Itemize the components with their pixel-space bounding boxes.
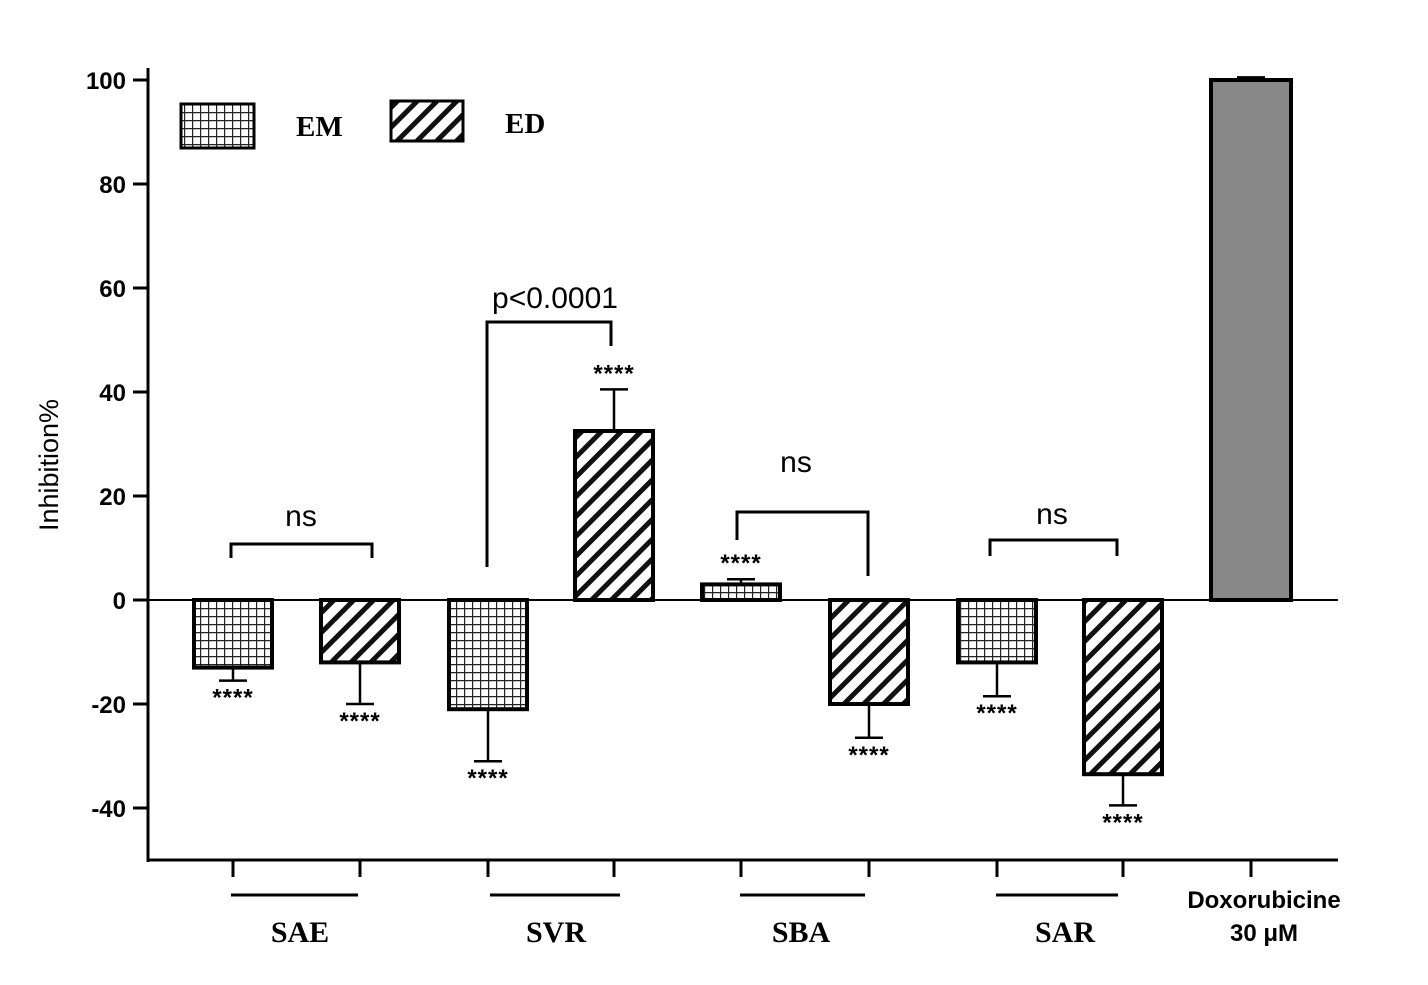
y-tick-label: 40 (99, 380, 126, 407)
bar-em (447, 598, 529, 712)
control-label-line1: Doxorubicine (1187, 887, 1340, 914)
comparison-bracket (485, 320, 613, 567)
significance-stars: **** (1102, 809, 1143, 836)
bar-em (700, 582, 782, 603)
comparison-brackets: ns p<0.0001 ns ns (229, 282, 1119, 576)
bars: **** **** **** **** **** **** **** **** (192, 76, 1293, 836)
y-ticks: 100 80 60 40 20 0 -20 -40 (86, 68, 148, 823)
x-axis-groups: SAE SVR SBA SAR (231, 860, 1253, 949)
bar-em (192, 598, 274, 670)
legend-swatch-em (179, 102, 256, 150)
bar-ed (319, 598, 401, 665)
significance-stars: **** (593, 360, 634, 387)
legend-label-em: EM (296, 111, 343, 143)
bar-ed (1082, 598, 1164, 777)
y-tick-label: 0 (113, 588, 126, 615)
significance-stars: **** (339, 708, 380, 735)
y-tick-label: -40 (91, 796, 126, 823)
legend-label-ed: ED (505, 108, 545, 140)
bar-em (956, 598, 1038, 665)
significance-stars: **** (976, 700, 1017, 727)
comparison-label: p<0.0001 (492, 282, 618, 315)
y-tick-label: -20 (91, 692, 126, 719)
comparison-label: ns (285, 500, 317, 533)
legend: EM ED (179, 99, 545, 150)
bar-ed (828, 598, 910, 706)
group-label: SVR (526, 916, 586, 949)
group-label: SAR (1035, 916, 1095, 949)
legend-swatch-ed (389, 99, 465, 143)
significance-stars: **** (212, 685, 253, 712)
significance-stars: **** (848, 742, 889, 769)
group-label: SBA (772, 916, 831, 949)
y-tick-label: 100 (86, 68, 126, 95)
comparison-label: ns (780, 446, 812, 479)
comparison-bracket (735, 510, 870, 576)
comparison-bracket (229, 542, 374, 558)
bar-control (1209, 78, 1293, 602)
y-tick-label: 60 (99, 276, 126, 303)
y-axis-title: Inhibition% (34, 399, 64, 531)
significance-stars: **** (467, 765, 508, 792)
y-tick-label: 80 (99, 172, 126, 199)
control-label-line2: 30 μM (1230, 920, 1298, 947)
y-tick-label: 20 (99, 484, 126, 511)
significance-stars: **** (720, 550, 761, 577)
comparison-bracket (988, 538, 1119, 556)
group-label: SAE (271, 916, 329, 949)
comparison-label: ns (1036, 498, 1068, 531)
bar-ed (573, 429, 655, 602)
